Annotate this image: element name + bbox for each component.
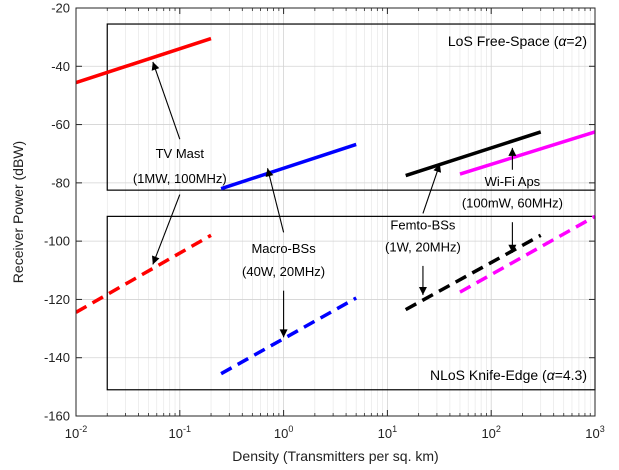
annotation-arrow [152,61,181,140]
y-axis-title: Receiver Power (dBW) [10,141,26,283]
x-axis: 10-2 10-1 100 101 102 103 [65,8,605,441]
x-tick-label: 103 [585,424,604,441]
annotation-arrowhead [265,168,274,178]
x-tick-label: 101 [378,424,397,441]
y-tick-label: -60 [51,117,70,132]
series [76,36,595,376]
annotation-arrowhead [418,287,427,296]
data-line [76,36,212,85]
x-tick-label: 100 [274,424,293,441]
y-tick-label: -120 [44,292,70,307]
region-label: LoS Free-Space (α=2) [448,33,587,49]
grid [75,7,596,417]
annotation-arrow [422,163,441,214]
annotation-label: (1W, 20MHz) [385,239,461,254]
y-axis: -20 -40 -60 -80 -100 -120 -140 -160 [44,1,595,424]
region-label: NLoS Knife-Edge (α=4.3) [430,367,587,383]
annotation-label: Femto-BSs [390,217,456,232]
plot-background [76,8,595,416]
data-line [404,233,542,312]
y-tick-label: -140 [44,350,70,365]
x-tick-label: 10-1 [169,424,191,441]
annotation-arrowhead [508,244,517,253]
annotation-label: Macro-BSs [251,241,316,256]
annotation-label: (1MW, 100MHz) [133,171,227,186]
data-line [459,214,595,294]
annotation-arrowhead [279,329,288,338]
data-line [76,233,212,314]
annotation-arrowhead [151,61,160,71]
y-tick-label: -160 [44,409,70,424]
data-line [220,142,357,191]
annotation-arrowhead [433,163,442,173]
y-tick-label: -20 [51,1,70,16]
annotation-label: (100mW, 60MHz) [462,196,563,211]
annotation-arrowhead [151,255,160,265]
plot-frame [75,7,596,417]
y-tick-label: -40 [51,59,70,74]
annotation-arrowhead [508,147,517,156]
x-tick-label: 10-2 [65,424,87,441]
annotation-arrow [152,194,181,265]
annotation-label: (40W, 20MHz) [242,264,325,279]
annotation-label: Wi-Fi Aps [485,174,541,189]
annotation-arrow [266,168,285,233]
y-tick-label: -100 [44,234,70,249]
annotation-label: TV Mast [156,146,205,161]
data-line [220,296,358,376]
data-line [459,130,595,176]
y-tick-label: -80 [51,175,70,190]
x-axis-title: Density (Transmitters per sq. km) [232,448,438,464]
x-tick-label: 102 [481,424,500,441]
data-line [405,130,542,178]
annotations: TV Mast (1MW, 100MHz) Macro-BSs (40W, 20MHz… [133,61,563,338]
